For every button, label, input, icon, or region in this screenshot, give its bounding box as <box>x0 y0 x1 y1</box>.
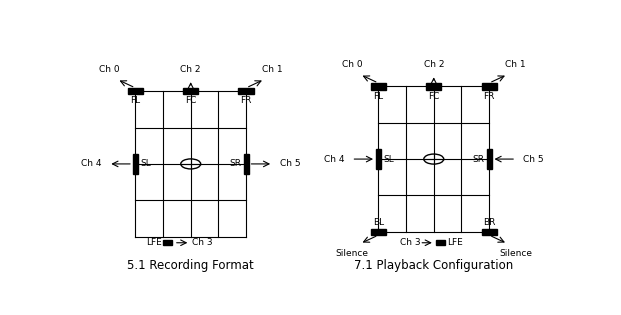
Bar <box>163 240 172 245</box>
Text: LFE: LFE <box>447 238 463 247</box>
Bar <box>371 83 386 89</box>
Text: FC: FC <box>185 96 196 106</box>
Bar <box>426 83 442 89</box>
Text: Silence: Silence <box>499 249 532 258</box>
Text: Ch 1: Ch 1 <box>262 65 283 74</box>
Text: LFE: LFE <box>146 238 162 247</box>
Text: Ch 5: Ch 5 <box>279 159 301 169</box>
Text: FL: FL <box>373 92 384 100</box>
Bar <box>481 229 497 235</box>
Text: Ch 2: Ch 2 <box>424 60 444 69</box>
Text: Ch 4: Ch 4 <box>81 159 102 169</box>
Text: SL: SL <box>140 159 151 169</box>
Text: FR: FR <box>483 92 495 100</box>
Text: FR: FR <box>240 96 252 106</box>
Text: 5.1 Recording Format: 5.1 Recording Format <box>127 259 254 272</box>
Bar <box>183 88 198 94</box>
Text: SR: SR <box>472 155 484 163</box>
Text: SL: SL <box>383 155 394 163</box>
Text: FC: FC <box>428 92 440 100</box>
Bar <box>436 240 445 245</box>
Bar <box>243 154 248 174</box>
Text: Ch 3: Ch 3 <box>400 238 420 247</box>
Text: Silence: Silence <box>335 249 368 258</box>
Bar <box>238 88 254 94</box>
Bar <box>371 229 386 235</box>
Text: 7.1 Playback Configuration: 7.1 Playback Configuration <box>354 259 514 272</box>
Text: Ch 0: Ch 0 <box>342 60 362 69</box>
Bar <box>481 83 497 89</box>
Text: Ch 4: Ch 4 <box>324 155 345 163</box>
Text: BR: BR <box>483 218 496 227</box>
Bar <box>133 154 138 174</box>
Text: BL: BL <box>373 218 384 227</box>
Bar <box>487 149 492 169</box>
Bar <box>376 149 381 169</box>
Text: Ch 0: Ch 0 <box>99 65 119 74</box>
Text: Ch 1: Ch 1 <box>505 60 526 69</box>
Text: Ch 3: Ch 3 <box>192 238 213 247</box>
Bar <box>128 88 143 94</box>
Text: Ch 5: Ch 5 <box>523 155 543 163</box>
Text: Ch 2: Ch 2 <box>181 65 201 74</box>
Text: FL: FL <box>130 96 140 106</box>
Text: SR: SR <box>229 159 241 169</box>
